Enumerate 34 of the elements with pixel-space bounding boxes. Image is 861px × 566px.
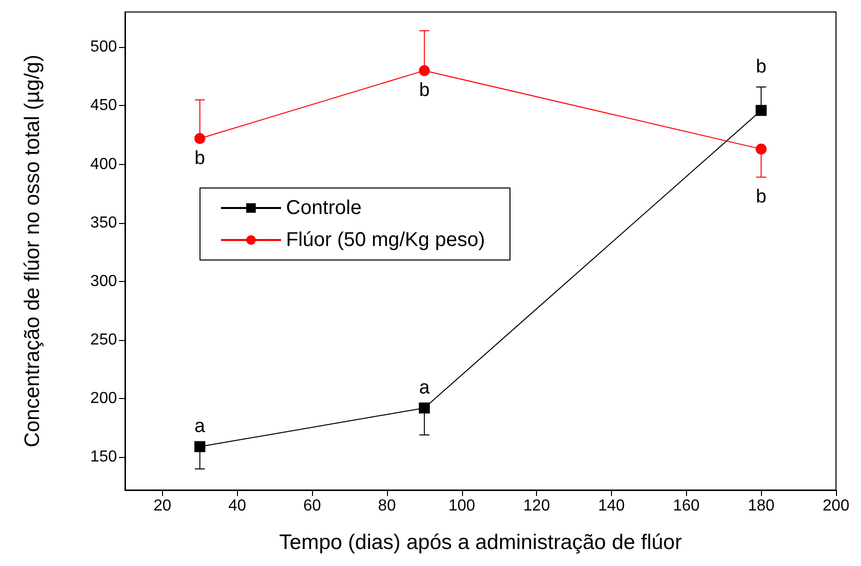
point	[756, 104, 767, 116]
point	[418, 402, 430, 414]
y-tick-label: 400	[90, 156, 118, 173]
y-tick-label: 450	[90, 97, 118, 114]
x-tick-label: 140	[598, 498, 625, 514]
y-tick-label: 150	[90, 448, 118, 466]
x-tick-label: 80	[378, 498, 396, 514]
annotation: b	[419, 80, 430, 102]
y-tick-label: 500	[90, 38, 118, 56]
y-axis-title: Concentração de flúor no osso total (µg/g)	[21, 54, 44, 448]
y-tick-label: 300	[90, 272, 118, 290]
point	[194, 441, 206, 452]
annotation: a	[194, 416, 206, 438]
x-axis-title: Tempo (dias) após a administração de flúor	[279, 531, 682, 554]
x-tick-label: 180	[748, 498, 775, 514]
y-tick-label: 250	[90, 332, 118, 349]
annotation: b	[194, 148, 206, 170]
point	[194, 133, 206, 144]
annotation: b	[756, 56, 766, 78]
legend-label: Flúor (50 mg/Kg peso)	[286, 229, 485, 251]
legend-label: Controle	[286, 197, 362, 219]
x-tick-label: 120	[523, 498, 550, 514]
x-tick-label: 40	[228, 498, 246, 514]
x-tick-label: 200	[822, 498, 850, 514]
annotation: b	[756, 186, 766, 208]
annotation: a	[419, 377, 430, 398]
x-tick-label: 100	[448, 498, 476, 514]
point	[756, 144, 767, 155]
point	[418, 65, 430, 76]
x-tick-label: 60	[303, 498, 322, 514]
y-tick-label: 350	[90, 214, 118, 232]
x-tick-label: 160	[672, 498, 700, 514]
x-tick-label: 20	[154, 498, 172, 514]
y-tick-label: 200	[90, 390, 118, 408]
